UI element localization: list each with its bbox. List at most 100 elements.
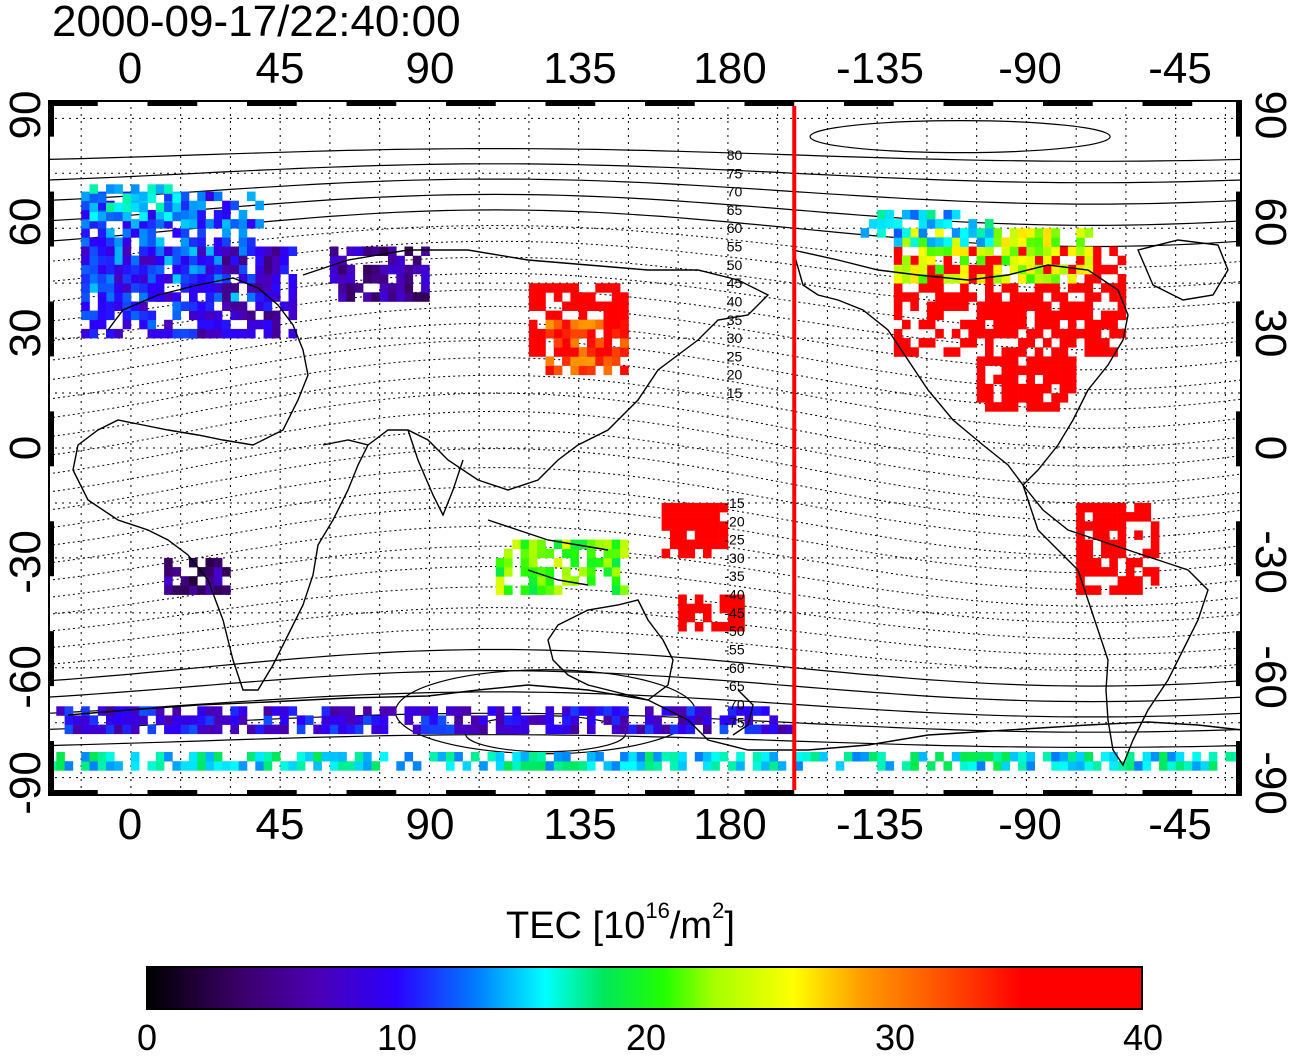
tec-cell	[97, 255, 107, 266]
tec-cell	[918, 752, 928, 762]
tec-cell	[495, 557, 505, 568]
tec-cell	[213, 319, 223, 330]
tick-bar-bottom	[545, 790, 596, 796]
tec-cell	[205, 310, 215, 321]
tec-cell	[976, 310, 986, 321]
tec-cell	[164, 567, 173, 577]
tec-cell	[222, 246, 231, 256]
tec-cell	[122, 274, 132, 284]
tec-cell	[885, 209, 895, 220]
tick-bar-bottom	[446, 790, 496, 796]
tec-cell	[926, 237, 936, 247]
tec-cell	[421, 246, 430, 256]
tec-cell	[280, 761, 289, 771]
tec-cell	[122, 715, 132, 725]
tec-cell	[354, 246, 364, 256]
tec-cell	[935, 219, 944, 229]
tec-cell	[81, 264, 90, 275]
tec-cell	[1109, 512, 1118, 522]
tec-cell	[164, 274, 173, 284]
magnetic-contour-line	[48, 734, 1242, 748]
tec-cell	[1076, 761, 1085, 771]
tec-cell	[877, 228, 886, 238]
tec-cell	[1101, 548, 1110, 559]
tec-cell	[130, 301, 140, 311]
tec-cell	[960, 338, 969, 348]
tec-cell	[222, 237, 231, 247]
tec-cell	[736, 612, 745, 623]
tec-cell	[1009, 319, 1019, 330]
tec-cell	[222, 283, 231, 293]
tec-cell	[769, 724, 778, 735]
tec-cell	[1043, 356, 1052, 366]
tec-cell	[902, 255, 911, 266]
tec-cell	[238, 246, 248, 256]
tec-cell	[885, 219, 895, 229]
tec-cell	[1076, 539, 1085, 550]
tec-cell	[164, 328, 173, 339]
tec-cell	[155, 184, 165, 194]
tec-cell	[1117, 761, 1127, 771]
tec-cell	[1067, 374, 1077, 385]
colorbar-title-suffix: ]	[724, 905, 735, 947]
tec-cell	[603, 761, 613, 771]
tec-cell	[454, 715, 463, 725]
tec-cell	[943, 274, 953, 284]
tec-cell	[1009, 328, 1019, 339]
tec-cell	[205, 706, 215, 716]
tec-cell	[968, 228, 977, 238]
tec-cell	[205, 585, 215, 595]
tec-cell	[1101, 502, 1110, 513]
tec-cell	[421, 264, 430, 275]
tec-cell	[1117, 585, 1127, 595]
tec-cell	[379, 292, 389, 302]
tec-cell	[951, 347, 961, 357]
tec-cell	[553, 557, 563, 568]
tec-cell	[147, 193, 157, 203]
tec-cell	[371, 274, 380, 284]
lon-tick-bottom-minus90: -90	[998, 800, 1062, 849]
tec-cell	[230, 301, 239, 311]
tec-cell	[1109, 319, 1118, 330]
tec-cell	[603, 301, 613, 311]
tec-cell	[189, 715, 198, 725]
tec-cell	[1101, 752, 1110, 762]
magnetic-contour-line	[48, 163, 1242, 184]
tec-cell	[1076, 228, 1085, 238]
tec-cell	[388, 255, 397, 266]
tec-cell	[1092, 338, 1102, 348]
tec-cell	[197, 191, 206, 202]
tec-cell	[926, 319, 936, 330]
tec-cell	[1009, 283, 1019, 293]
tec-cell	[222, 585, 231, 595]
tec-cell	[1001, 374, 1011, 385]
tec-cell	[189, 752, 198, 762]
tec-cell	[1051, 374, 1060, 385]
tec-cell	[620, 328, 629, 339]
lat-tick-right-0: 0	[1246, 435, 1292, 461]
tec-cell	[553, 539, 563, 550]
tec-cell	[545, 567, 555, 577]
tec-cell	[694, 603, 704, 614]
tec-cell	[528, 301, 538, 311]
tec-cell	[611, 576, 621, 586]
magnetic-contour-line	[48, 178, 1242, 205]
tec-cell	[968, 752, 977, 762]
tec-cell	[247, 328, 256, 339]
colorbar-tick-40: 40	[1122, 1017, 1164, 1058]
contour-label: 35	[727, 312, 743, 328]
tec-cell	[1076, 548, 1085, 559]
tec-cell	[653, 752, 662, 762]
tec-cell	[106, 211, 115, 222]
contour-label: 40	[727, 294, 743, 310]
tec-cell	[620, 319, 629, 330]
tec-cell	[985, 752, 994, 762]
tec-cell	[537, 576, 546, 586]
tec-cell	[893, 283, 903, 293]
tec-cell	[363, 706, 372, 716]
tec-cell	[1092, 521, 1102, 531]
tec-cell	[570, 319, 579, 330]
tec-cell	[761, 706, 770, 716]
tec-cell	[545, 283, 555, 293]
tec-cell	[180, 191, 190, 202]
